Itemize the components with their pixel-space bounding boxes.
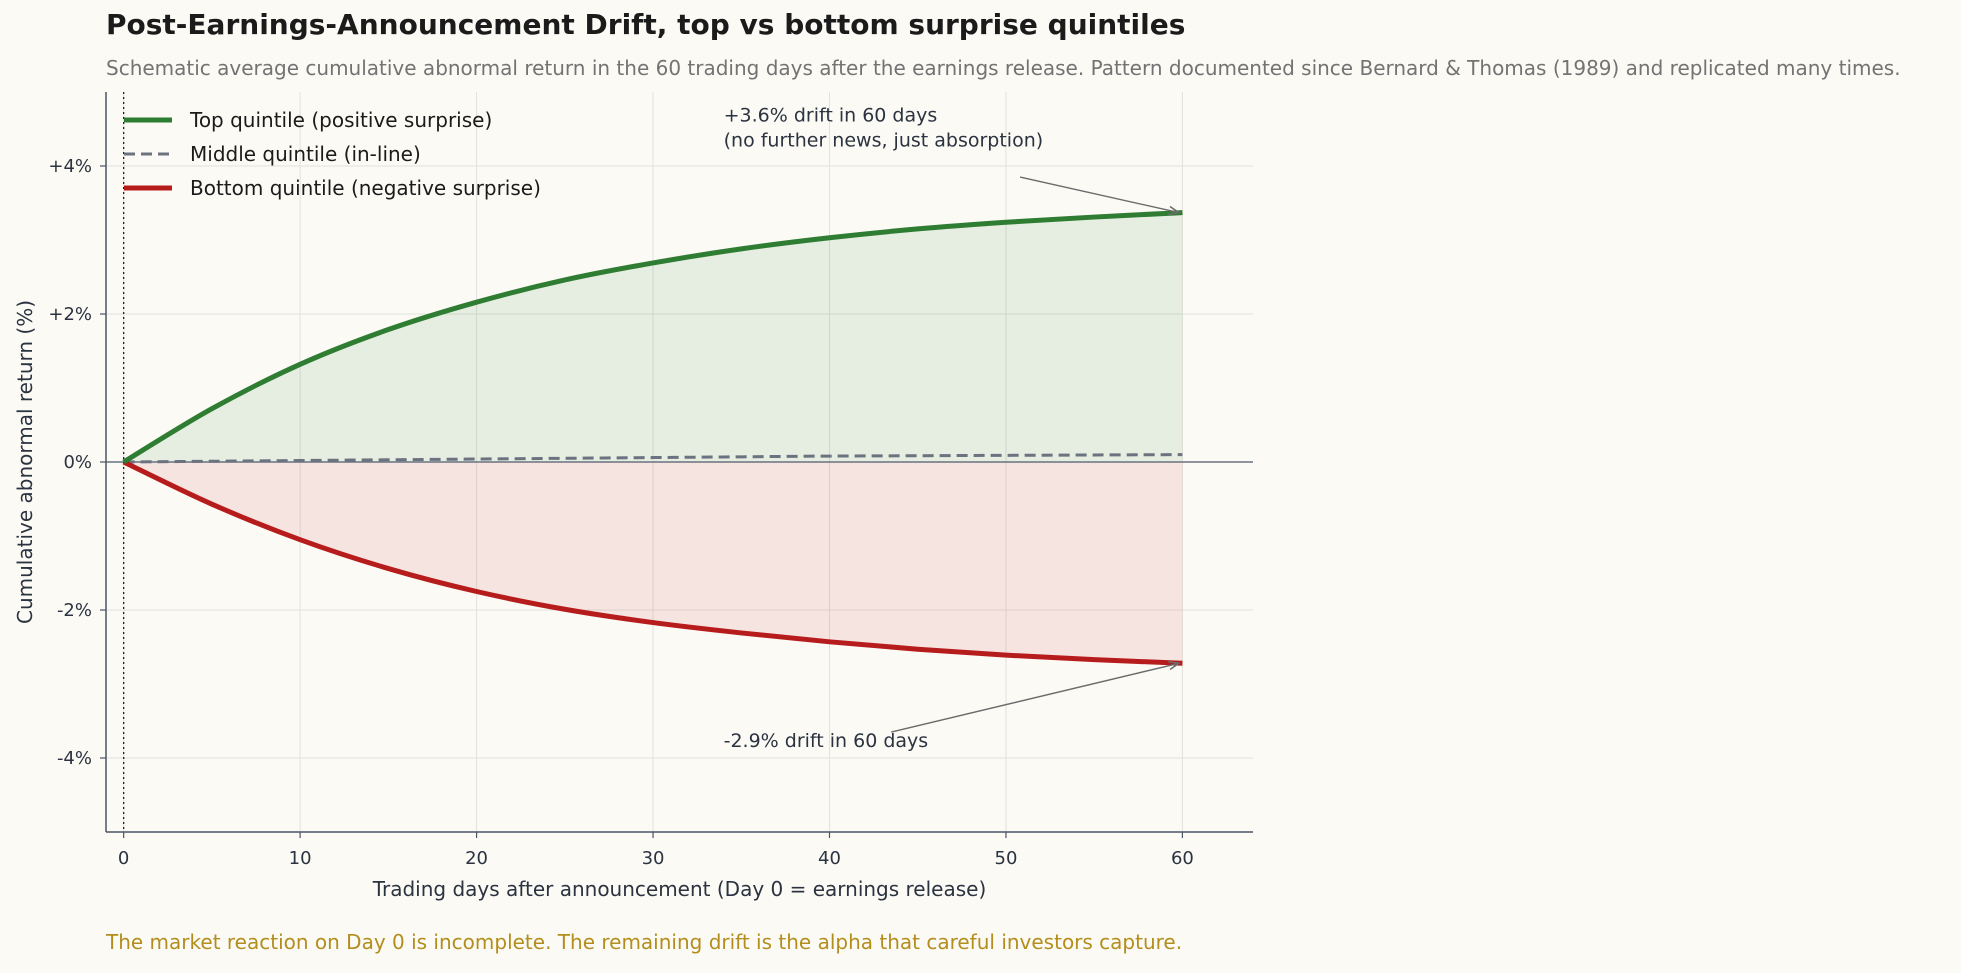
x-tick-label: 60 xyxy=(1171,848,1194,869)
legend-item-0: Top quintile (positive surprise) xyxy=(124,108,492,132)
axes: 0 10 20 30 40 50 60 +4% +2% 0% -2% -4% xyxy=(48,92,1253,869)
y-tick-label: +2% xyxy=(48,304,92,325)
x-tick-label: 40 xyxy=(818,848,841,869)
series-line-0 xyxy=(122,210,1183,465)
annotation-text: -2.9% drift in 60 days xyxy=(724,730,929,752)
x-axis-label: Trading days after announcement (Day 0 =… xyxy=(372,877,987,901)
annotation-text: +3.6% drift in 60 days xyxy=(724,105,938,127)
legend-label: Top quintile (positive surprise) xyxy=(189,108,492,132)
legend-item-1: Middle quintile (in-line) xyxy=(124,142,421,166)
annotation-text: (no further news, just absorption) xyxy=(724,130,1044,152)
annotation-1: -2.9% drift in 60 days xyxy=(724,663,1179,752)
y-tick-label: +4% xyxy=(48,156,92,177)
chart-title: Post-Earnings-Announcement Drift, top vs… xyxy=(106,8,1186,41)
legend: Top quintile (positive surprise) Middle q… xyxy=(124,108,541,200)
x-tick-label: 10 xyxy=(289,848,312,869)
x-tick-label: 20 xyxy=(465,848,488,869)
series-line-1 xyxy=(123,453,1183,464)
shaded-areas xyxy=(123,212,1183,664)
y-tick-label: -4% xyxy=(57,748,92,769)
legend-label: Middle quintile (in-line) xyxy=(190,142,421,166)
series-lines xyxy=(122,210,1183,666)
shaded-area-0 xyxy=(123,212,1183,462)
x-tick-label: 50 xyxy=(995,848,1018,869)
legend-item-2: Bottom quintile (negative surprise) xyxy=(124,176,541,200)
annotation-arrow xyxy=(1019,176,1179,213)
shaded-area-1 xyxy=(123,462,1183,664)
annotation-arrow xyxy=(891,663,1179,733)
annotations: +3.6% drift in 60 days (no further news, … xyxy=(724,105,1179,752)
chart-subtitle: Schematic average cumulative abnormal re… xyxy=(106,56,1901,80)
annotation-0: +3.6% drift in 60 days (no further news, … xyxy=(724,105,1179,213)
y-axis-label: Cumulative abnormal return (%) xyxy=(13,300,37,624)
series-line-2 xyxy=(122,459,1183,666)
y-tick-label: -2% xyxy=(57,600,92,621)
x-tick-label: 30 xyxy=(642,848,665,869)
x-tick-label: 0 xyxy=(118,848,129,869)
y-tick-label: 0% xyxy=(63,452,92,473)
footnote: The market reaction on Day 0 is incomple… xyxy=(106,930,1183,954)
legend-label: Bottom quintile (negative surprise) xyxy=(190,176,541,200)
